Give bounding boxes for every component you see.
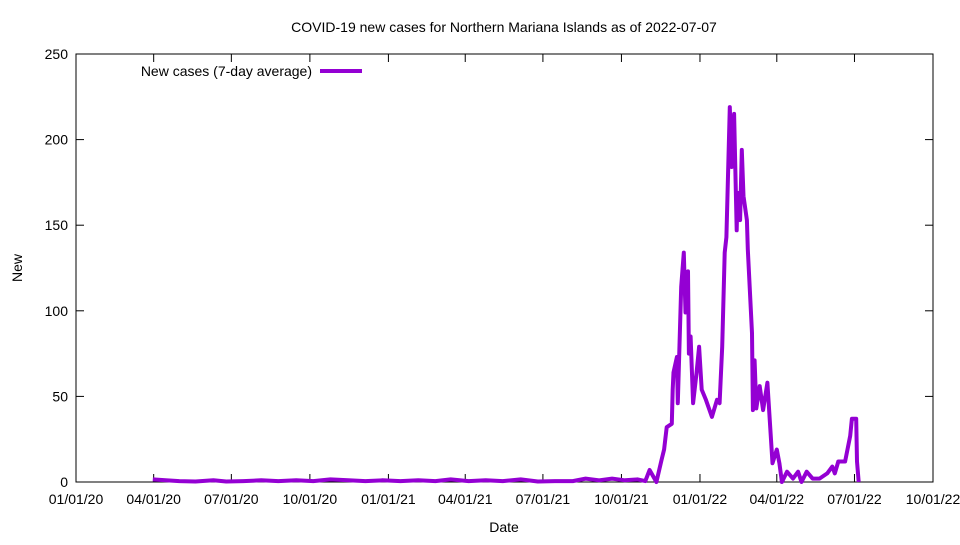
y-axis-label: New [9,253,25,282]
y-tick-label: 0 [60,474,68,490]
plot-border [76,54,933,482]
x-tick-label: 07/01/22 [827,491,882,507]
x-tick-label: 04/01/21 [438,491,493,507]
x-tick-label: 07/01/21 [516,491,571,507]
x-axis: 01/01/20 04/01/20 07/01/20 10/01/20 01/01/21… [49,54,960,507]
x-axis-label: Date [489,519,519,535]
y-tick-label: 100 [45,303,69,319]
series-group [153,107,859,482]
chart-title: COVID-19 new cases for Northern Mariana … [291,19,717,35]
y-tick-label: 50 [52,388,68,404]
y-tick-label: 150 [45,217,69,233]
x-tick-label: 07/01/20 [204,491,259,507]
y-tick-label: 250 [45,46,69,62]
x-tick-label: 01/01/21 [361,491,416,507]
x-tick-label: 01/01/22 [673,491,728,507]
series-line [153,107,859,482]
x-tick-label: 01/01/20 [49,491,104,507]
x-tick-label: 10/01/20 [283,491,338,507]
x-tick-label: 10/01/22 [906,491,960,507]
legend-label: New cases (7-day average) [141,63,312,79]
y-axis: 0 50 100 150 200 250 [45,46,933,490]
x-tick-label: 04/01/22 [750,491,805,507]
legend: New cases (7-day average) [141,63,362,79]
y-tick-label: 200 [45,132,69,148]
x-tick-label: 10/01/21 [594,491,649,507]
x-tick-label: 04/01/20 [126,491,181,507]
